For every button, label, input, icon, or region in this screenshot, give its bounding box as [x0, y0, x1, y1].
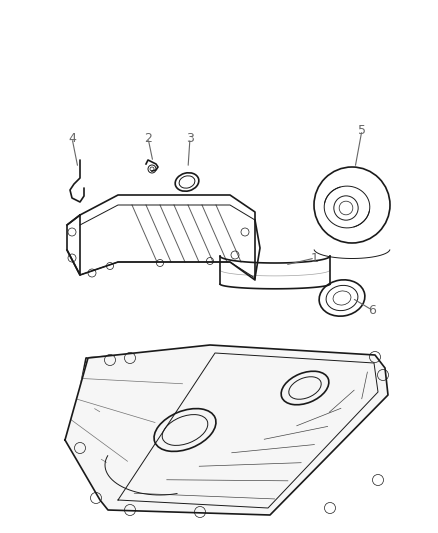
Text: 3: 3 [186, 132, 194, 144]
Polygon shape [65, 345, 388, 515]
Polygon shape [72, 348, 380, 510]
Text: 4: 4 [68, 132, 76, 144]
Text: 6: 6 [368, 303, 376, 317]
Text: 2: 2 [144, 132, 152, 144]
Text: 1: 1 [311, 252, 319, 264]
Text: 5: 5 [358, 124, 366, 136]
